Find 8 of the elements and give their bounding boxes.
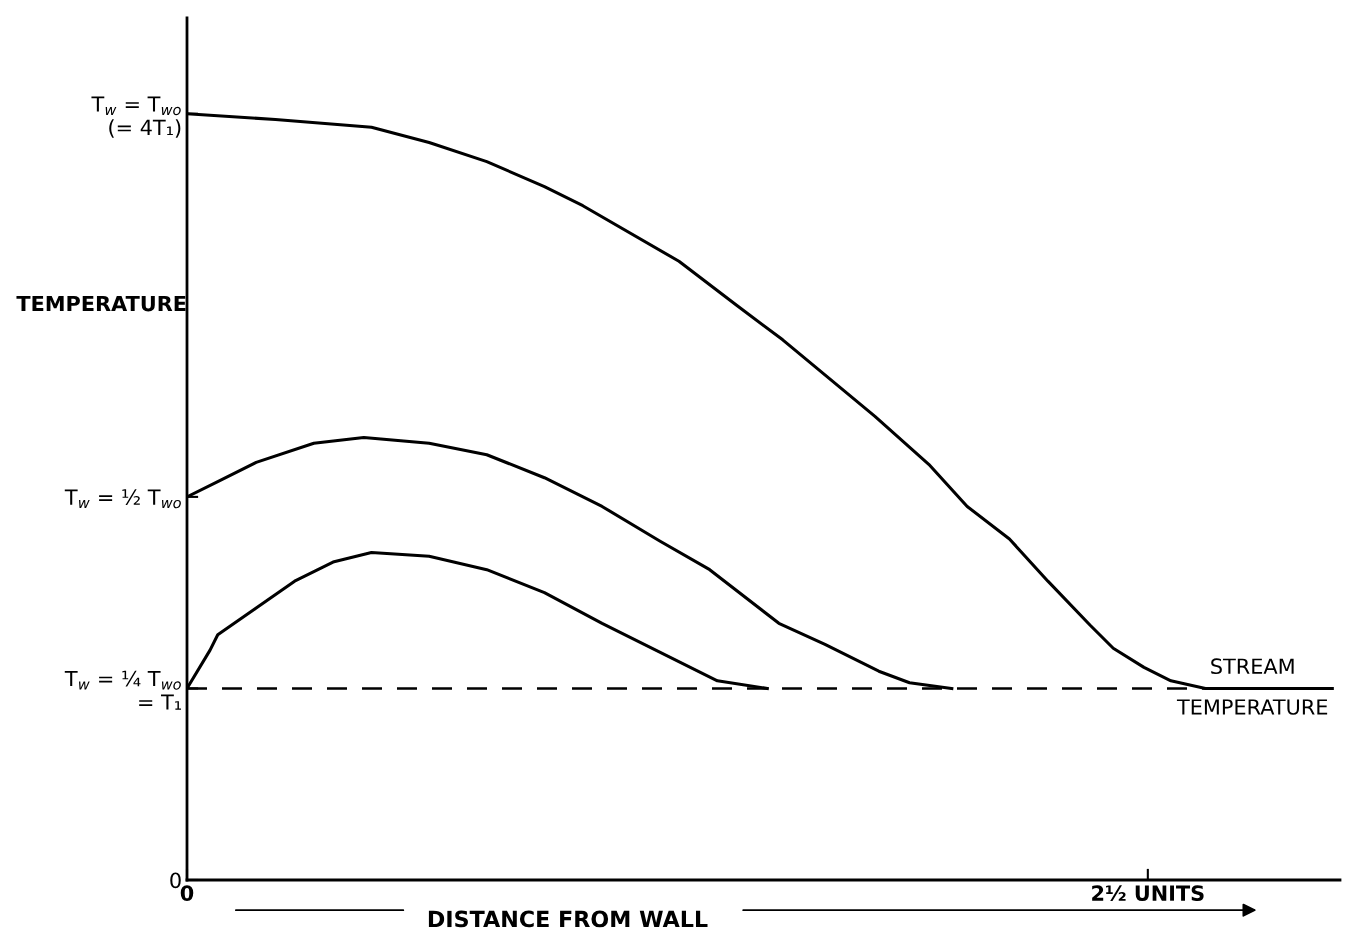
y-tick-label: 0 bbox=[170, 872, 181, 889]
y-axis-title: TEMPERATURE bbox=[16, 295, 186, 312]
x-tick-label: 2½ UNITS bbox=[1092, 885, 1204, 901]
y-tick-label: T$_{w}$ = T$_{wo}$ (= 4T₁) bbox=[91, 96, 181, 138]
text: STREAM TEMPERATURE bbox=[1176, 658, 1328, 715]
y-tick-label: T$_{w}$ = ¼ T$_{wo}$ = T₁ bbox=[64, 670, 181, 710]
y-tick-label: T$_{w}$ = ½ T$_{wo}$ bbox=[64, 489, 181, 509]
x-axis-title: DISTANCE FROM WALL bbox=[428, 910, 708, 928]
